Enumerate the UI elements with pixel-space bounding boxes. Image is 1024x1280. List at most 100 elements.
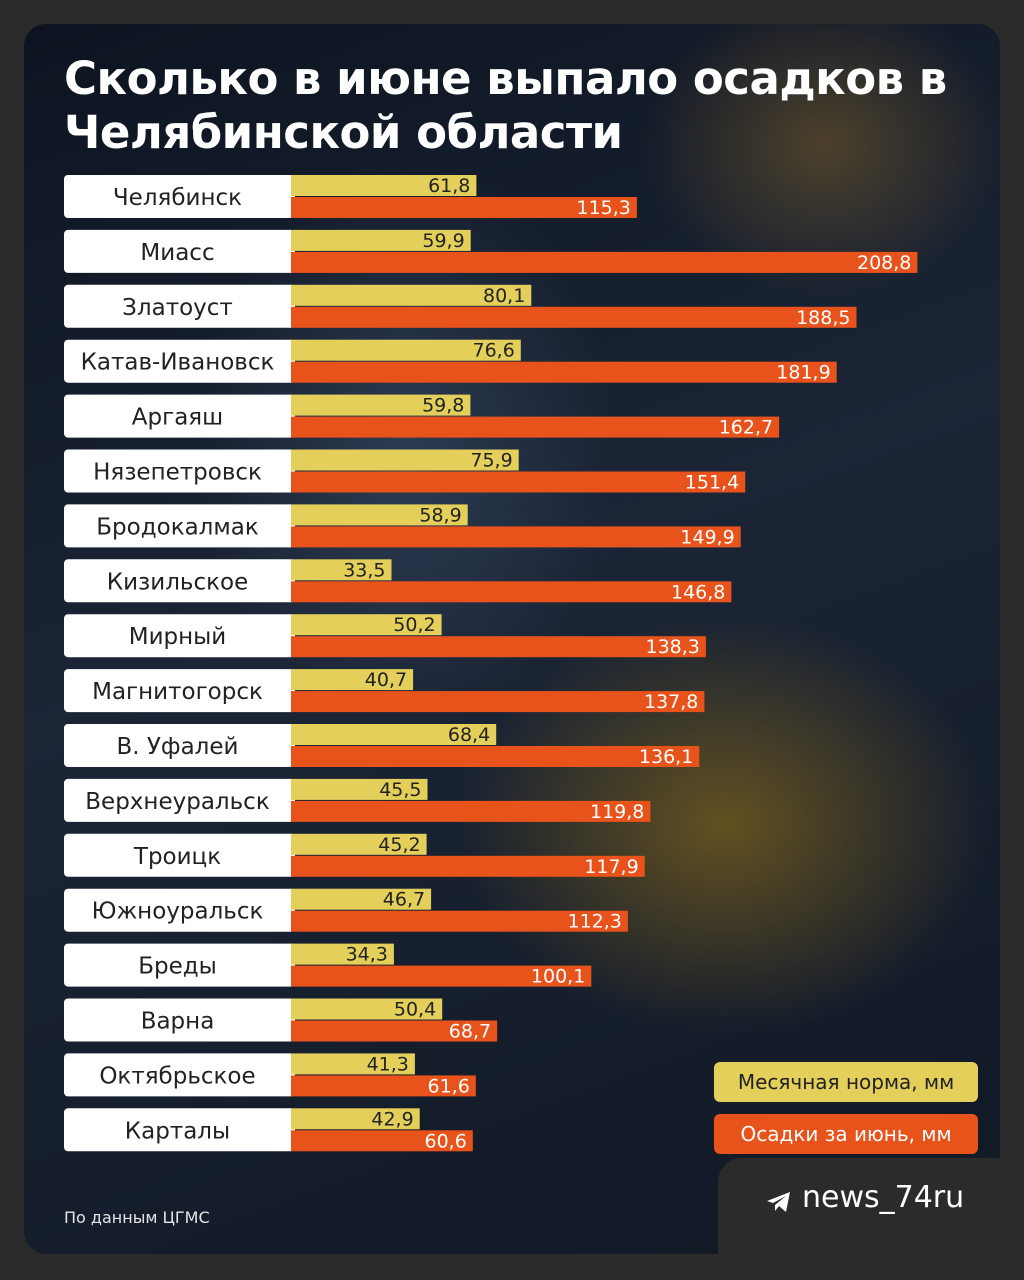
category-label: Южноуральск — [92, 899, 264, 925]
category-label-box — [64, 339, 295, 383]
bar-norm — [291, 669, 414, 691]
category-label-box — [64, 229, 295, 273]
infographic-card: Сколько в июне выпало осадков в Челябинс… — [24, 24, 1000, 1254]
category-label-box — [64, 284, 295, 328]
brand-badge[interactable]: news_74ru — [718, 1158, 1000, 1254]
bar-norm — [291, 175, 477, 196]
bar-fact-label: 162,7 — [719, 417, 773, 439]
bar-norm — [291, 724, 497, 745]
category-label-box — [64, 449, 295, 493]
bar-norm-label: 68,4 — [448, 724, 490, 746]
category-label-box — [64, 724, 295, 767]
bar-norm — [291, 504, 468, 526]
bar-fact — [291, 800, 651, 822]
category-label: Магнитогорск — [92, 679, 263, 705]
bar-norm — [291, 284, 532, 306]
bar-norm — [291, 888, 432, 910]
bar-norm-label: 59,8 — [422, 395, 464, 417]
category-label: Катав-Ивановск — [81, 350, 275, 376]
bar-norm-label: 41,3 — [367, 1053, 409, 1075]
bar-norm-label: 61,8 — [428, 175, 470, 197]
bar-fact-label: 138,3 — [645, 636, 699, 658]
bar-fact — [291, 471, 746, 493]
bar-fact-label: 151,4 — [685, 472, 739, 494]
category-label: Челябинск — [113, 185, 242, 211]
bar-fact — [291, 1075, 476, 1097]
bar-fact — [291, 1130, 473, 1152]
bar-fact-label: 60,6 — [424, 1130, 466, 1152]
bar-norm — [291, 1108, 420, 1130]
category-label-box — [64, 998, 295, 1042]
bar-fact — [291, 361, 837, 383]
bar-fact-label: 137,8 — [644, 691, 698, 713]
category-label: Кизильское — [107, 569, 248, 595]
category-label: Карталы — [125, 1118, 230, 1144]
bar-fact — [291, 691, 705, 713]
bar-norm-label: 80,1 — [483, 285, 525, 307]
bar-norm-label: 33,5 — [343, 559, 385, 581]
bar-norm-label: 45,2 — [378, 834, 420, 856]
category-label-box — [64, 943, 295, 987]
bar-norm — [291, 998, 443, 1020]
bar-fact-label: 61,6 — [427, 1075, 469, 1097]
bar-fact — [291, 746, 700, 767]
category-label: Миасс — [140, 240, 214, 266]
bar-norm — [291, 614, 442, 636]
bar-fact — [291, 197, 637, 218]
category-label: Мирный — [129, 624, 227, 650]
category-label: В. Уфалей — [117, 734, 239, 760]
legend-norm: Месячная норма, мм — [714, 1062, 978, 1102]
source-note: По данным ЦГМС — [64, 1208, 210, 1227]
bar-norm-label: 75,9 — [470, 450, 512, 472]
bar-norm-label: 50,2 — [393, 614, 435, 636]
bar-norm — [291, 229, 471, 251]
category-label-box — [64, 888, 295, 932]
bar-norm-label: 45,5 — [379, 779, 421, 801]
bar-fact — [291, 416, 780, 438]
category-label: Бреды — [138, 954, 217, 980]
bar-fact-label: 146,8 — [671, 581, 725, 603]
bar-norm-label: 76,6 — [472, 340, 514, 362]
bar-fact — [291, 251, 918, 273]
category-label: Варна — [141, 1009, 215, 1035]
page-title: Сколько в июне выпало осадков в Челябинс… — [64, 52, 947, 159]
bar-fact-label: 115,3 — [576, 197, 630, 219]
category-label-box — [64, 504, 295, 548]
category-label: Аргаяш — [132, 405, 223, 431]
category-label-box — [64, 614, 295, 658]
bar-fact-label: 208,8 — [857, 252, 911, 274]
bar-norm — [291, 394, 471, 416]
bar-fact — [291, 910, 628, 932]
bar-fact — [291, 1020, 498, 1042]
bar-fact-label: 68,7 — [449, 1021, 491, 1043]
telegram-icon — [767, 1192, 790, 1212]
bar-fact — [291, 306, 857, 328]
bar-norm-label: 59,9 — [422, 230, 464, 252]
bar-fact — [291, 526, 741, 548]
bar-norm — [291, 339, 521, 361]
bar-fact-label: 100,1 — [531, 966, 585, 988]
bar-norm-label: 46,7 — [383, 889, 425, 911]
bar-chart: Челябинск 61,8 115,3 Миасс 59,9 208,8 Златоуст… — [64, 175, 918, 1152]
category-label-box — [64, 833, 295, 877]
bar-norm-label: 42,9 — [371, 1108, 413, 1130]
brand-name: news_74ru — [802, 1180, 965, 1215]
bar-norm — [291, 943, 394, 965]
bar-fact — [291, 855, 645, 877]
bar-norm-label: 50,4 — [394, 999, 436, 1021]
bar-norm — [291, 1053, 415, 1075]
bar-fact-label: 149,9 — [680, 526, 734, 548]
bar-norm — [291, 778, 428, 800]
bar-norm-label: 58,9 — [419, 504, 461, 526]
legend-fact: Осадки за июнь, мм — [714, 1114, 978, 1154]
category-label-box — [64, 559, 295, 603]
bar-fact-label: 136,1 — [639, 746, 693, 768]
category-label-box — [64, 175, 295, 218]
category-label: Бродокалмак — [96, 514, 259, 540]
category-label-box — [64, 394, 295, 438]
bar-fact — [291, 965, 592, 987]
category-label: Троицк — [133, 844, 221, 870]
category-label: Верхнеуральск — [85, 789, 270, 815]
bar-fact — [291, 636, 706, 658]
bar-fact-label: 188,5 — [796, 307, 850, 329]
